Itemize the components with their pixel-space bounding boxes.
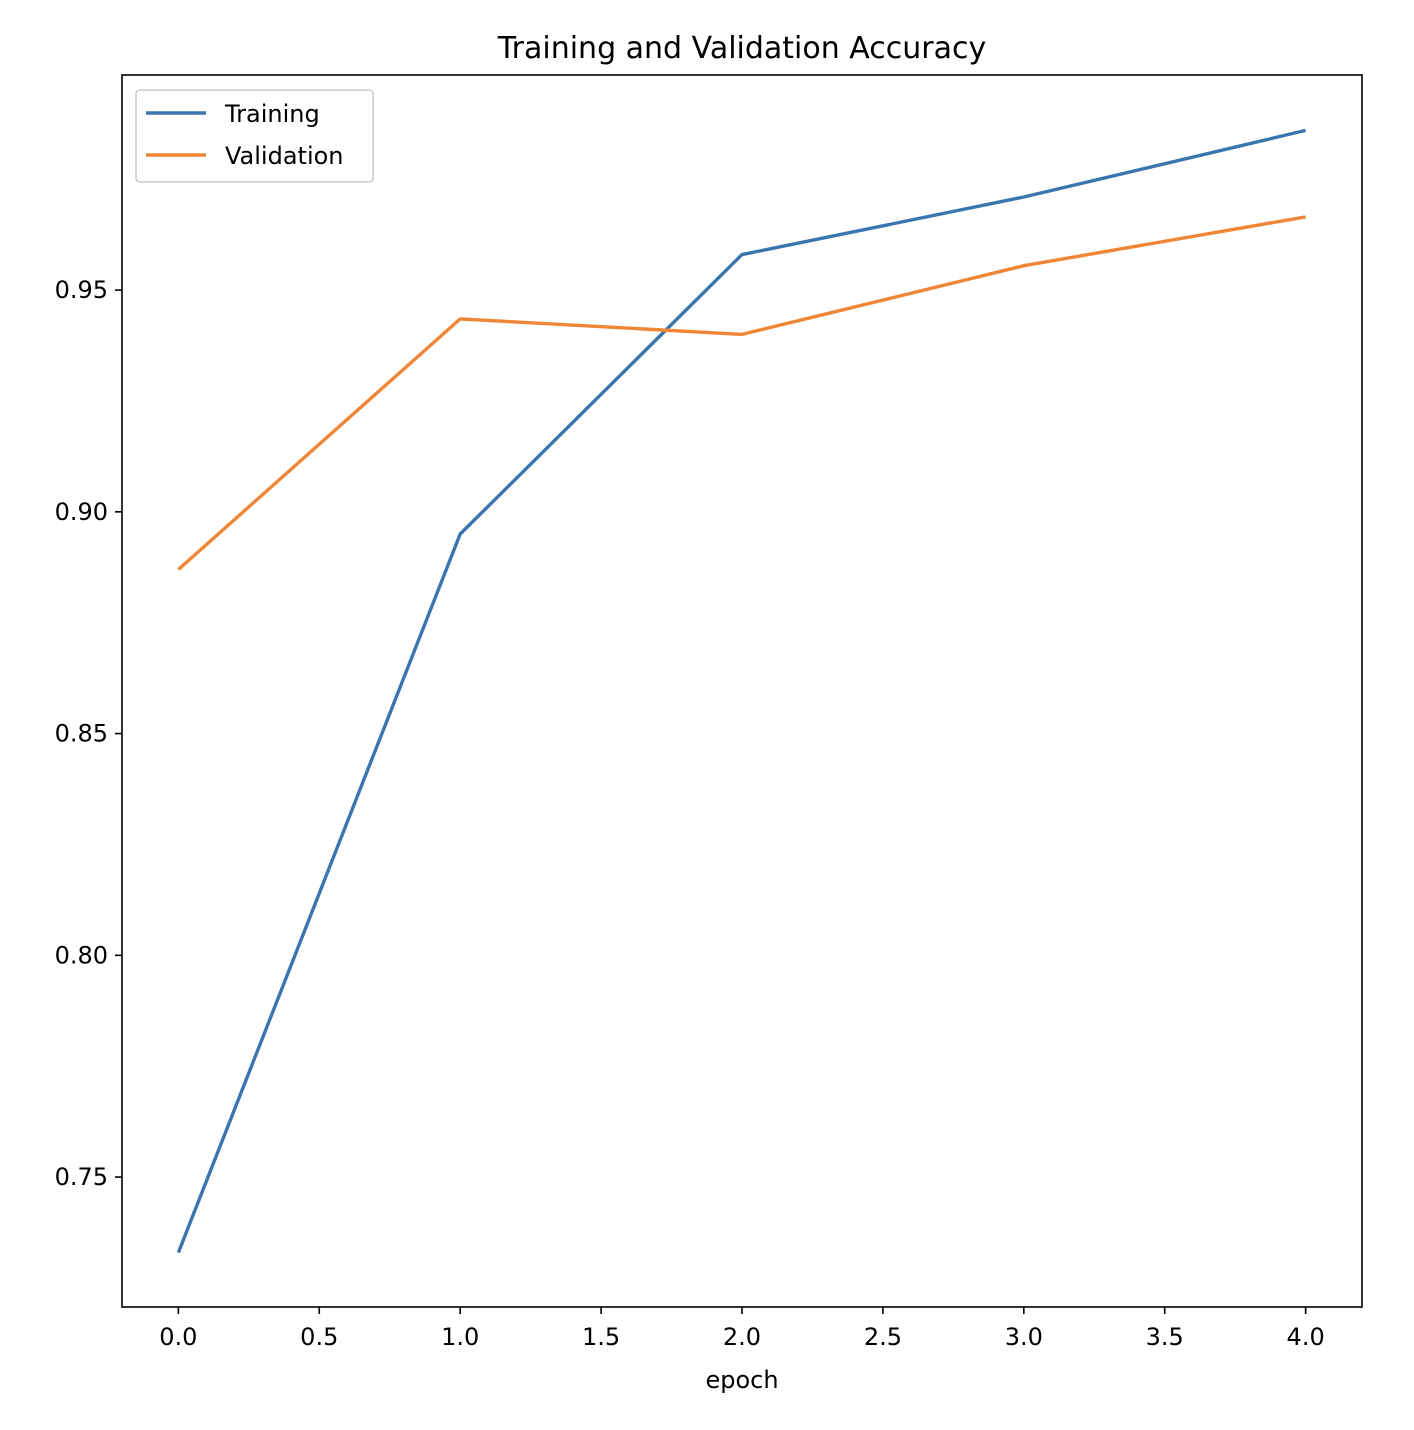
x-axis-label: epoch (705, 1366, 778, 1394)
y-tick-label: 0.80 (55, 941, 108, 969)
x-axis: 0.0 0.5 1.0 1.5 2.0 2.5 3.0 3.5 4.0 (159, 1307, 1325, 1351)
x-tick-label: 3.5 (1146, 1323, 1184, 1351)
y-tick-label: 0.95 (55, 276, 108, 304)
legend-label-validation: Validation (225, 142, 344, 170)
x-tick-label: 1.0 (441, 1323, 479, 1351)
x-tick-label: 0.0 (159, 1323, 197, 1351)
series-line-validation (177, 215, 1306, 571)
x-tick-label: 4.0 (1287, 1323, 1325, 1351)
y-tick-label: 0.75 (55, 1163, 108, 1191)
x-tick-label: 1.5 (582, 1323, 620, 1351)
y-axis: 0.75 0.80 0.85 0.90 0.95 (55, 276, 122, 1191)
chart-title: Training and Validation Accuracy (497, 31, 987, 66)
x-tick-label: 2.0 (723, 1323, 761, 1351)
legend-label-training: Training (224, 100, 320, 128)
y-tick-label: 0.90 (55, 498, 108, 526)
y-tick-label: 0.85 (55, 720, 108, 748)
x-tick-label: 3.0 (1005, 1323, 1043, 1351)
x-tick-label: 2.5 (864, 1323, 902, 1351)
x-tick-label: 0.5 (300, 1323, 338, 1351)
series-line-training (176, 128, 1306, 1254)
series-layer (176, 128, 1306, 1254)
legend: Training Validation (135, 89, 374, 183)
